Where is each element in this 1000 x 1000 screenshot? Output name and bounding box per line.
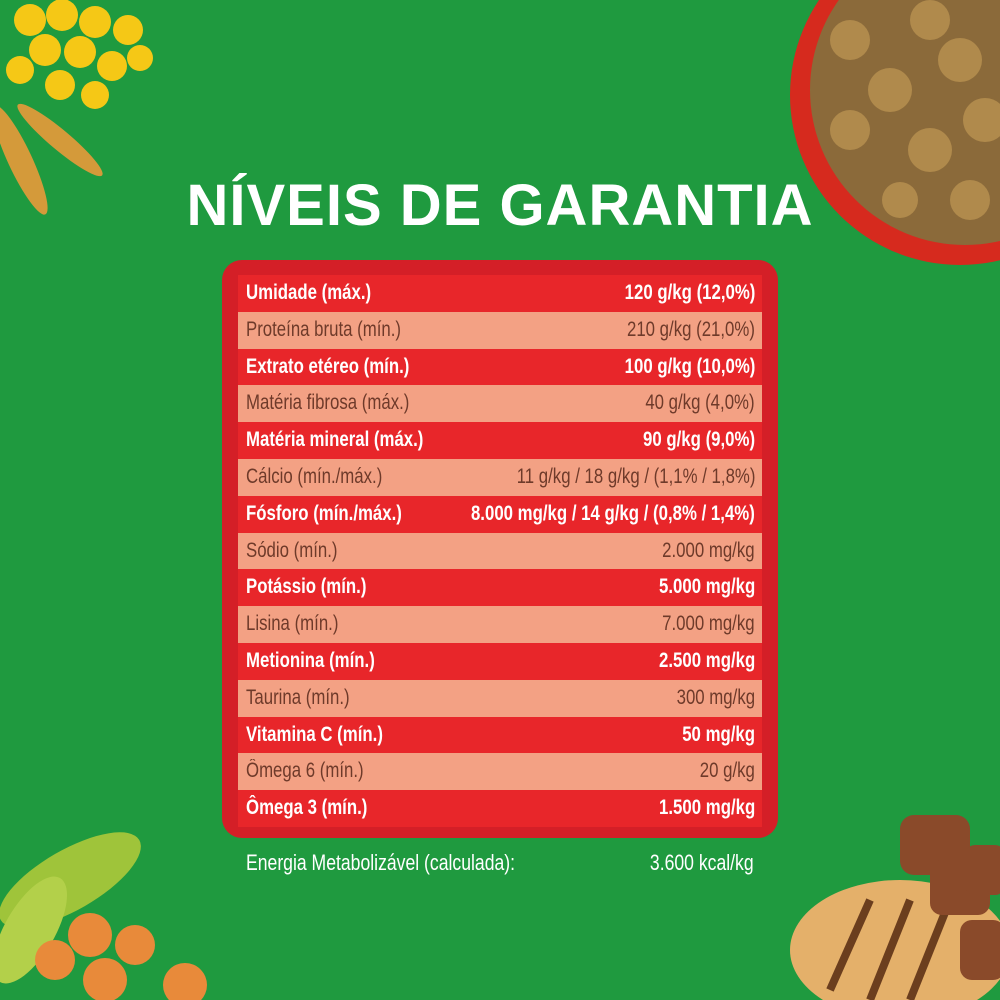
nutrient-value: 8.000 mg/kg / 14 g/kg / (0,8% / 1,4%) [471,501,755,525]
table-row: Potássio (mín.) 5.000 mg/kg [238,569,762,607]
nutrient-value: 50 mg/kg [682,722,755,746]
table-row: Sódio (mín.) 2.000 mg/kg [238,532,762,570]
nutrient-label: Lisina (mín.) [246,612,339,636]
nutrient-value: 2.000 mg/kg [662,538,755,562]
table-row: Metionina (mín.) 2.500 mg/kg [238,642,762,680]
nutrient-value: 7.000 mg/kg [662,612,755,636]
nutrient-value: 100 g/kg (10,0%) [624,354,755,378]
footer-label: Energia Metabolizável (calculada): [246,850,516,875]
nutrient-value: 5.000 mg/kg [658,575,755,599]
bowl [790,0,1000,265]
nutrient-value: 40 g/kg (4,0%) [645,391,755,415]
table-row: Taurina (mín.) 300 mg/kg [238,679,762,717]
nutrient-value: 11 g/kg / 18 g/kg / (1,1% / 1,8%) [516,464,755,488]
nutrient-label: Potássio (mín.) [246,575,367,599]
wheat [0,103,103,215]
soybeans [0,832,207,1000]
nutrient-value: 20 g/kg [699,759,755,783]
nutrient-value: 210 g/kg (21,0%) [627,317,755,341]
nutrient-label: Extrato etéreo (mín.) [246,354,410,378]
nutrient-value: 1.500 mg/kg [658,796,755,820]
table-row: Umidade (máx.) 120 g/kg (12,0%) [238,275,762,312]
table-row: Lisina (mín.) 7.000 mg/kg [238,606,762,643]
meat [790,815,1000,1000]
table-row: Ômega 3 (mín.) 1.500 mg/kg [238,790,762,827]
nutrient-label: Metionina (mín.) [246,648,375,672]
title: NÍVEIS DE GARANTIA [186,173,814,238]
table-rows: Umidade (máx.) 120 g/kg (12,0%) Proteína b… [238,275,762,827]
nutrient-value: 300 mg/kg [676,685,755,709]
corn [6,0,153,109]
nutrient-label: Matéria mineral (máx.) [246,428,424,452]
nutrient-label: Vitamina C (mín.) [246,722,383,746]
nutrient-label: Taurina (mín.) [246,685,350,709]
table-row: Extrato etéreo (mín.) 100 g/kg (10,0%) [238,348,762,386]
nutrient-value: 90 g/kg (9,0%) [642,428,755,452]
table-row: Proteína bruta (mín.) 210 g/kg (21,0%) [238,311,762,349]
nutrient-label: Sódio (mín.) [246,538,338,562]
table-row: Matéria mineral (máx.) 90 g/kg (9,0%) [238,422,762,459]
nutrient-label: Ômega 6 (mín.) [246,759,364,783]
table-row: Fósforo (mín./máx.) 8.000 mg/kg / 14 g/kg… [238,495,762,533]
table-row: Ômega 6 (mín.) 20 g/kg [238,753,762,791]
nutrient-label: Umidade (máx.) [246,281,372,304]
nutrient-value: 120 g/kg (12,0%) [624,281,755,304]
nutrient-label: Cálcio (mín./máx.) [246,464,383,488]
footer-value: 3.600 kcal/kg [650,850,754,875]
nutrient-label: Matéria fibrosa (máx.) [246,391,410,415]
nutrient-label: Ômega 3 (mín.) [246,796,368,820]
nutrient-label: Proteína bruta (mín.) [246,317,401,341]
table-row: Matéria fibrosa (máx.) 40 g/kg (4,0%) [238,385,762,423]
table-row: Cálcio (mín./máx.) 11 g/kg / 18 g/kg / (1… [238,458,762,496]
nutrient-label: Fósforo (mín./máx.) [246,501,402,525]
nutrient-value: 2.500 mg/kg [658,648,755,672]
table-row: Vitamina C (mín.) 50 mg/kg [238,716,762,754]
table: Umidade (máx.) 120 g/kg (12,0%) Proteína b… [222,260,778,838]
